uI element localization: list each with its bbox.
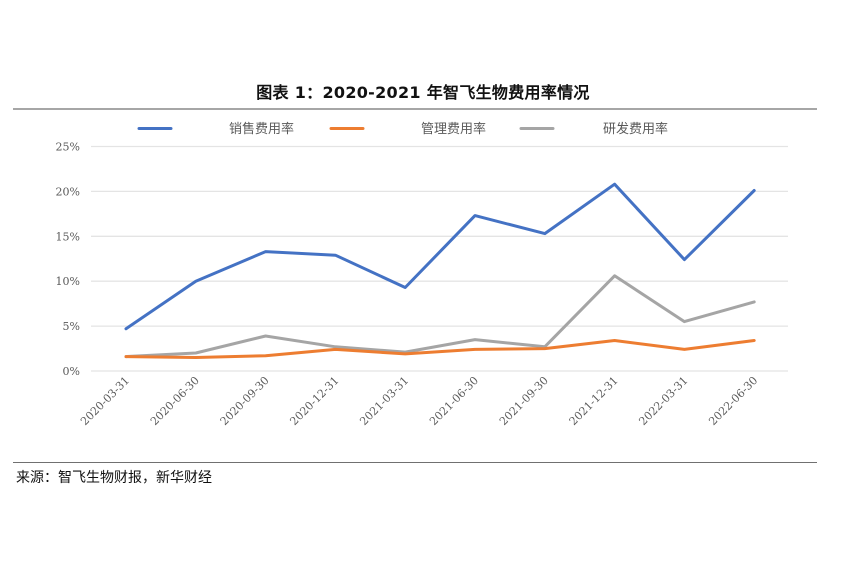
x-tick-label: 2020-12-31 <box>287 374 341 428</box>
line-chart: 0%5%10%15%20%25% 2020-03-31 2020-06-30 202… <box>56 121 788 428</box>
y-tick-label: 5% <box>63 320 80 333</box>
legend-label: 研发费用率 <box>603 121 668 137</box>
y-tick-label: 15% <box>56 230 80 243</box>
legend: 销售费用率 管理费用率 研发费用率 <box>137 121 668 137</box>
x-tick-label: 2020-06-30 <box>148 374 202 428</box>
x-tick-label: 2021-03-31 <box>357 374 411 428</box>
y-tick-label: 10% <box>56 275 80 288</box>
series-line <box>124 182 756 331</box>
title-divider <box>13 108 817 110</box>
gridlines <box>91 145 788 372</box>
series-line <box>124 274 756 359</box>
source-divider <box>13 462 817 463</box>
x-axis-ticks: 2020-03-31 2020-06-30 2020-09-30 2020-12-31… <box>78 374 760 428</box>
x-tick-label: 2022-03-31 <box>636 374 690 428</box>
y-tick-label: 25% <box>56 141 80 154</box>
y-tick-label: 20% <box>56 185 80 198</box>
source-note: 来源：智飞生物财报，新华财经 <box>16 470 212 486</box>
x-tick-label: 2021-09-30 <box>497 374 551 428</box>
legend-label: 管理费用率 <box>421 121 486 137</box>
x-tick-label: 2021-12-31 <box>567 374 621 428</box>
chart-title: 图表 1：2020-2021 年智飞生物费用率情况 <box>256 83 590 102</box>
y-tick-label: 0% <box>63 365 80 378</box>
legend-label: 销售费用率 <box>229 121 294 137</box>
series-line <box>124 339 756 359</box>
x-tick-label: 2022-06-30 <box>706 374 760 428</box>
x-tick-label: 2020-03-31 <box>78 374 132 428</box>
data-series <box>124 182 756 359</box>
x-tick-label: 2021-06-30 <box>427 374 481 428</box>
x-tick-label: 2020-09-30 <box>218 374 272 428</box>
y-axis-ticks: 0% 5% 10% 15% 20% 25% <box>56 141 80 379</box>
